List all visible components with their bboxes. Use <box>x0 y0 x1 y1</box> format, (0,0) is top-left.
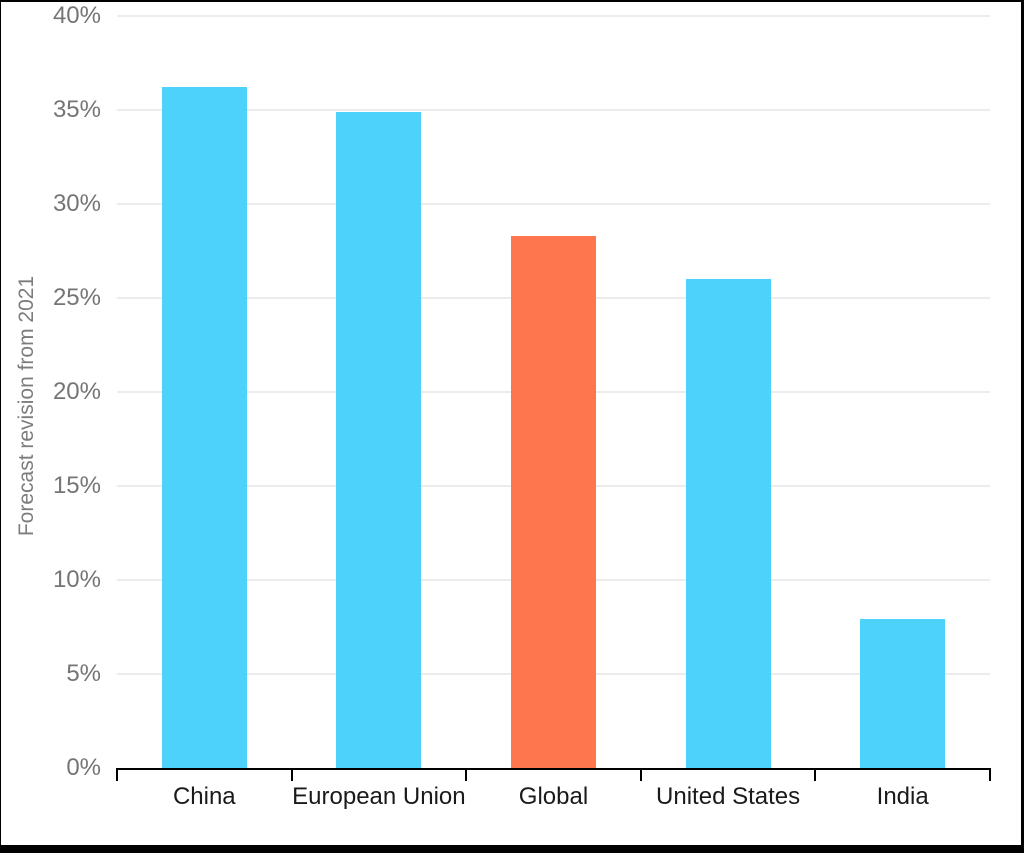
gridline <box>117 15 990 17</box>
y-tick-label: 25% <box>52 284 101 311</box>
bar-european-union <box>336 111 422 768</box>
x-category-label-china: China <box>172 783 236 810</box>
bar-united-states <box>685 279 771 768</box>
x-axis-line <box>116 768 991 770</box>
x-axis-tick <box>989 768 991 781</box>
y-tick-label: 30% <box>52 190 101 217</box>
y-tick-label: 35% <box>52 96 101 123</box>
x-axis-tick <box>639 768 642 781</box>
x-axis-tick <box>290 768 293 781</box>
bar-india <box>860 619 946 768</box>
gridline <box>117 203 990 205</box>
y-tick-label: 20% <box>52 378 101 405</box>
y-tick-label: 15% <box>52 472 101 499</box>
bar-china <box>161 87 247 768</box>
y-tick-label: 40% <box>52 2 101 29</box>
bar-global <box>511 235 596 768</box>
x-category-label-global: Global <box>518 783 589 810</box>
y-tick-label: 10% <box>52 566 101 593</box>
x-category-label-united-states: United States <box>656 783 801 810</box>
x-category-label-european-union: European Union <box>292 783 466 810</box>
x-axis-tick <box>116 768 118 781</box>
gridline <box>117 109 990 111</box>
x-axis-tick <box>465 768 468 781</box>
y-tick-label: 0% <box>66 754 101 781</box>
x-axis-tick <box>814 768 817 781</box>
x-category-label-india: India <box>876 783 929 810</box>
y-tick-label: 5% <box>66 660 101 687</box>
